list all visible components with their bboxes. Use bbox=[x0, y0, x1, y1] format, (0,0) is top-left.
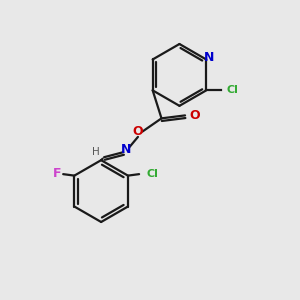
Text: Cl: Cl bbox=[146, 169, 158, 178]
Text: Cl: Cl bbox=[227, 85, 239, 95]
Text: H: H bbox=[92, 147, 100, 157]
Text: O: O bbox=[133, 125, 143, 138]
Text: N: N bbox=[204, 52, 214, 64]
Text: O: O bbox=[190, 109, 200, 122]
Text: N: N bbox=[121, 143, 131, 156]
Text: F: F bbox=[53, 167, 61, 180]
